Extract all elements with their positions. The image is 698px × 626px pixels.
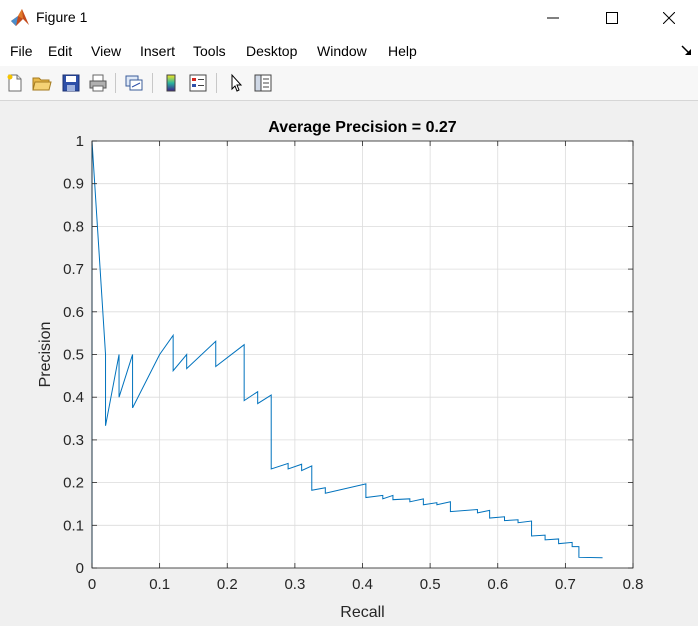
precision-recall-line xyxy=(91,140,603,568)
insert-legend-button[interactable] xyxy=(186,71,210,95)
menu-help[interactable]: Help xyxy=(388,43,417,59)
y-tick-label: 0.7 xyxy=(63,261,84,278)
legend-icon xyxy=(189,74,207,92)
dock-arrow-icon[interactable] xyxy=(680,44,694,58)
link-plot-button[interactable] xyxy=(122,71,146,95)
menu-insert[interactable]: Insert xyxy=(140,43,176,59)
y-tick-label: 0.4 xyxy=(63,389,84,406)
x-tick-label: 0.6 xyxy=(487,576,508,593)
maximize-button[interactable] xyxy=(583,0,641,36)
minimize-icon xyxy=(547,17,559,19)
maximize-icon xyxy=(606,12,618,24)
menu-tools[interactable]: Tools xyxy=(193,43,226,59)
y-axis-label: Precision xyxy=(37,322,54,388)
save-figure-button[interactable] xyxy=(59,71,83,95)
y-tick-label: 0.1 xyxy=(63,517,84,534)
y-tick-label: 1 xyxy=(76,133,84,150)
x-tick-label: 0.4 xyxy=(352,576,373,593)
open-folder-icon xyxy=(32,77,52,91)
new-figure-button[interactable] xyxy=(3,71,27,95)
y-tick-label: 0.6 xyxy=(63,304,84,321)
figure-canvas: 0 0.1 0.2 0.3 0.4 0.5 0.6 0.7 0.8 0 0.1 0.2 0.3 0.4 0.… xyxy=(0,101,698,626)
pointer-arrow-icon xyxy=(231,73,243,92)
minimize-button[interactable] xyxy=(524,0,582,36)
printer-icon xyxy=(89,74,107,92)
open-file-button[interactable] xyxy=(30,71,54,95)
y-tick-label: 0.9 xyxy=(63,176,84,193)
colorbar-icon xyxy=(166,74,176,92)
x-axis-label: Recall xyxy=(340,604,384,621)
x-tick-label: 0.1 xyxy=(149,576,170,593)
toolbar-separator xyxy=(216,73,217,93)
menu-edit[interactable]: Edit xyxy=(48,43,73,59)
property-inspector-button[interactable] xyxy=(251,71,275,95)
y-tick-label: 0.2 xyxy=(63,475,84,492)
insert-colorbar-button[interactable] xyxy=(159,71,183,95)
window-title: Figure 1 xyxy=(36,9,88,25)
x-tick-label: 0.8 xyxy=(623,576,644,593)
x-tick-label: 0.3 xyxy=(284,576,305,593)
print-figure-button[interactable] xyxy=(86,71,110,95)
menu-desktop[interactable]: Desktop xyxy=(246,43,298,59)
y-tick-label: 0 xyxy=(76,560,84,577)
matlab-logo-icon xyxy=(11,9,29,26)
link-plot-icon xyxy=(125,75,143,91)
close-icon xyxy=(663,12,675,24)
new-file-icon xyxy=(7,74,22,92)
y-tick-label: 0.8 xyxy=(63,218,84,235)
property-panel-icon xyxy=(254,74,272,92)
tick-marks xyxy=(91,140,634,569)
x-tick-label: 0 xyxy=(88,576,96,593)
x-tick-label: 0.7 xyxy=(555,576,576,593)
title-bar[interactable]: Figure 1 xyxy=(0,0,698,36)
precision-recall-plot[interactable]: 0 0.1 0.2 0.3 0.4 0.5 0.6 0.7 0.8 0 0.1 0.2 0.3 0.4 0.… xyxy=(0,101,698,626)
close-button[interactable] xyxy=(640,0,698,36)
menu-bar: File Edit View Insert Tools Desktop Wind… xyxy=(0,36,698,66)
chart-title: Average Precision = 0.27 xyxy=(268,119,457,136)
y-tick-label: 0.3 xyxy=(63,432,84,449)
menu-window[interactable]: Window xyxy=(317,43,367,59)
toolbar-separator xyxy=(152,73,153,93)
toolbar-separator xyxy=(115,73,116,93)
y-tick-label: 0.5 xyxy=(63,347,84,364)
menu-view[interactable]: View xyxy=(91,43,122,59)
figure-toolbar xyxy=(0,66,698,101)
x-tick-label: 0.2 xyxy=(217,576,238,593)
save-disk-icon xyxy=(62,74,80,92)
edit-plot-button[interactable] xyxy=(224,71,248,95)
menu-file[interactable]: File xyxy=(10,43,33,59)
tick-labels: 0 0.1 0.2 0.3 0.4 0.5 0.6 0.7 0.8 0 0.1 0.2 0.3 0.4 0.… xyxy=(63,133,643,593)
x-tick-label: 0.5 xyxy=(420,576,441,593)
